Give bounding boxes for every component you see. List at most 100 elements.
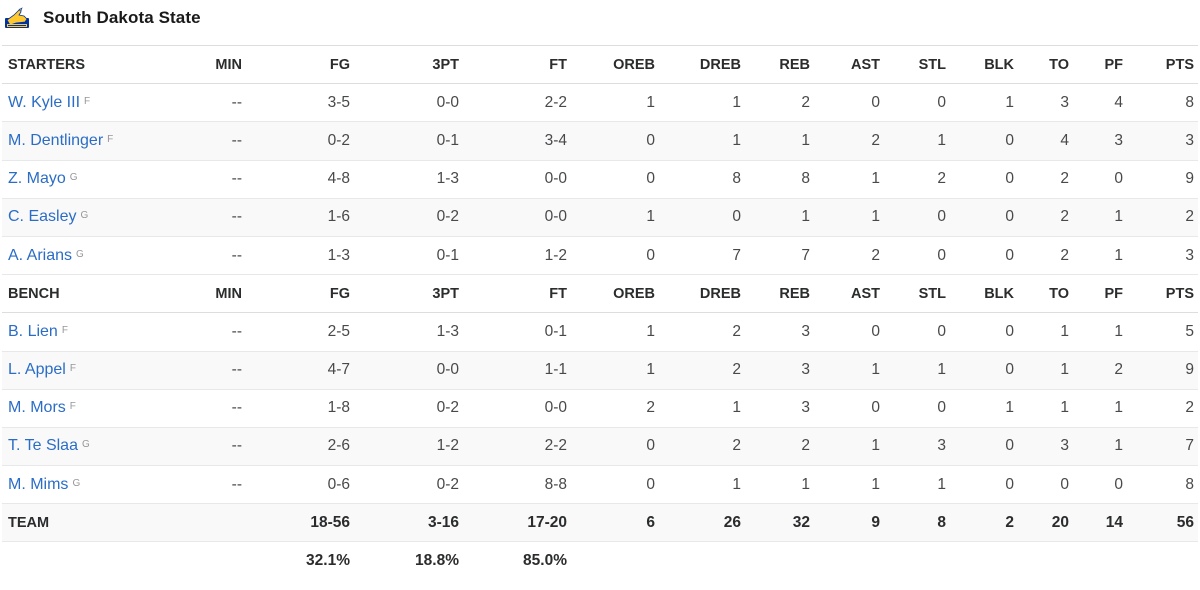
total-stl: 8 xyxy=(880,503,946,543)
column-header-pts: PTS xyxy=(1123,44,1198,85)
stat-dreb: 8 xyxy=(655,160,741,199)
stat-blk: 1 xyxy=(946,83,1014,123)
column-header-ast: AST xyxy=(810,274,880,314)
player-name-link[interactable]: M. Dentlinger xyxy=(8,131,104,149)
total-ast: 9 xyxy=(810,503,880,543)
stat-3pt: 0-2 xyxy=(350,198,459,237)
stat-ast: 1 xyxy=(810,160,880,199)
total-oreb: 6 xyxy=(567,503,655,543)
starters-header-row: STARTERS MIN FG 3PT FT OREB DREB REB AST STL BLK TO… xyxy=(2,44,1198,85)
player-position: F xyxy=(61,324,68,336)
bench-header-row: BENCH MIN FG 3PT FT OREB DREB REB AST STL BLK TO PF P… xyxy=(2,274,1198,314)
stat-blk: 0 xyxy=(946,351,1014,390)
stat-fg: 0-6 xyxy=(242,465,350,505)
player-name-link[interactable]: B. Lien xyxy=(8,322,58,340)
column-header-fg: FG xyxy=(242,44,350,85)
column-header-fg: FG xyxy=(242,274,350,314)
pct-3pt: 18.8% xyxy=(350,541,459,580)
stat-to: 1 xyxy=(1014,389,1069,428)
starters-label: STARTERS xyxy=(2,44,172,85)
player-cell: M. Mors F xyxy=(2,389,172,428)
pct-pts xyxy=(1123,541,1198,580)
column-header-blk: BLK xyxy=(946,274,1014,314)
player-name-link[interactable]: C. Easley xyxy=(8,208,77,226)
stat-reb: 1 xyxy=(741,121,810,161)
stat-oreb: 1 xyxy=(567,198,655,237)
stat-ft: 0-0 xyxy=(459,160,567,199)
column-header-pf: PF xyxy=(1069,274,1123,314)
column-header-blk: BLK xyxy=(946,44,1014,85)
stat-blk: 0 xyxy=(946,198,1014,237)
stat-fg: 1-8 xyxy=(242,389,350,428)
stat-ft: 0-0 xyxy=(459,198,567,237)
stat-3pt: 0-1 xyxy=(350,121,459,161)
stat-pf: 3 xyxy=(1069,121,1123,161)
player-position: F xyxy=(84,95,91,107)
column-header-reb: REB xyxy=(741,44,810,85)
player-cell: W. Kyle III F xyxy=(2,83,172,123)
stat-oreb: 1 xyxy=(567,83,655,123)
stat-ast: 1 xyxy=(810,427,880,467)
player-position: F xyxy=(69,401,76,413)
total-3pt: 3-16 xyxy=(350,503,459,543)
column-header-dreb: DREB xyxy=(655,274,741,314)
stat-dreb: 7 xyxy=(655,236,741,276)
player-name-link[interactable]: L. Appel xyxy=(8,361,66,379)
stat-min: -- xyxy=(172,465,242,505)
stat-oreb: 2 xyxy=(567,389,655,428)
stat-reb: 8 xyxy=(741,160,810,199)
pct-reb xyxy=(741,541,810,580)
stat-ast: 1 xyxy=(810,351,880,390)
player-position: F xyxy=(107,133,114,145)
player-name-link[interactable]: W. Kyle III xyxy=(8,93,81,111)
stat-stl: 1 xyxy=(880,351,946,390)
player-name-link[interactable]: Z. Mayo xyxy=(8,170,66,188)
stat-3pt: 0-1 xyxy=(350,236,459,276)
stat-blk: 0 xyxy=(946,427,1014,467)
player-name-link[interactable]: A. Arians xyxy=(8,246,73,264)
stat-to: 2 xyxy=(1014,236,1069,276)
player-name-link[interactable]: M. Mims xyxy=(8,475,69,493)
stat-reb: 2 xyxy=(741,83,810,123)
team-percentages-row: 32.1% 18.8% 85.0% xyxy=(2,541,1198,580)
stat-stl: 0 xyxy=(880,83,946,123)
player-cell: A. Arians G xyxy=(2,236,172,276)
stat-pf: 2 xyxy=(1069,351,1123,390)
stat-reb: 2 xyxy=(741,427,810,467)
player-row: B. Lien F -- 2-5 1-3 0-1 1 2 3 0 0 0 1 1 5 xyxy=(2,312,1198,352)
pct-stl xyxy=(880,541,946,580)
team-name[interactable]: South Dakota State xyxy=(43,8,201,27)
player-name-link[interactable]: T. Te Slaa xyxy=(8,437,78,455)
total-ft: 17-20 xyxy=(459,503,567,543)
stat-dreb: 1 xyxy=(655,389,741,428)
stat-pts: 9 xyxy=(1123,160,1198,199)
stat-pts: 9 xyxy=(1123,351,1198,390)
stat-pts: 8 xyxy=(1123,83,1198,123)
total-to: 20 xyxy=(1014,503,1069,543)
stat-ft: 1-1 xyxy=(459,351,567,390)
stat-dreb: 1 xyxy=(655,83,741,123)
stat-min: -- xyxy=(172,351,242,390)
player-cell: M. Mims G xyxy=(2,465,172,505)
stat-dreb: 0 xyxy=(655,198,741,237)
stat-oreb: 1 xyxy=(567,312,655,352)
stat-to: 4 xyxy=(1014,121,1069,161)
stat-dreb: 1 xyxy=(655,121,741,161)
stat-to: 0 xyxy=(1014,465,1069,505)
stat-oreb: 0 xyxy=(567,160,655,199)
stat-oreb: 0 xyxy=(567,236,655,276)
player-row: Z. Mayo G -- 4-8 1-3 0-0 0 8 8 1 2 0 2 0 9 xyxy=(2,160,1198,199)
stat-to: 3 xyxy=(1014,83,1069,123)
stat-ast: 1 xyxy=(810,465,880,505)
stat-3pt: 0-0 xyxy=(350,83,459,123)
player-name-link[interactable]: M. Mors xyxy=(8,399,66,417)
stat-ast: 1 xyxy=(810,198,880,237)
stat-stl: 0 xyxy=(880,236,946,276)
jackrabbit-logo-icon[interactable] xyxy=(4,7,30,29)
stat-reb: 3 xyxy=(741,389,810,428)
stat-pts: 5 xyxy=(1123,312,1198,352)
total-pf: 14 xyxy=(1069,503,1123,543)
column-header-3pt: 3PT xyxy=(350,274,459,314)
column-header-to: TO xyxy=(1014,274,1069,314)
team-header: South Dakota State xyxy=(4,4,201,32)
